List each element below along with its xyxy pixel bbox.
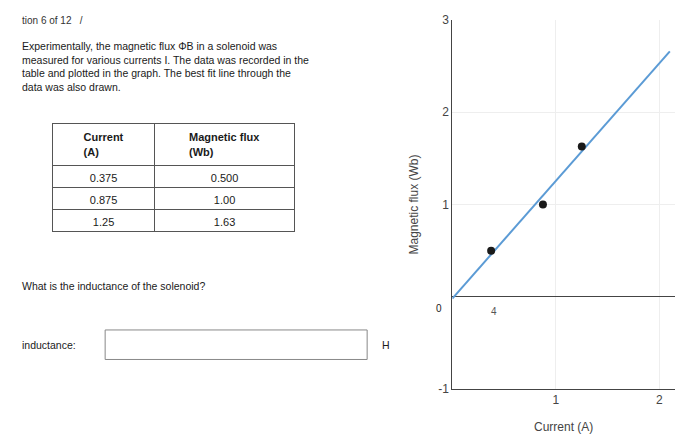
- svg-text:1.63: 1.63: [214, 216, 235, 228]
- svg-text:Experimentally, the magnetic f: Experimentally, the magnetic flux ΦB in …: [22, 40, 309, 93]
- svg-text:2: 2: [442, 105, 449, 119]
- svg-text:-1: -1: [438, 382, 449, 396]
- svg-text:0.375: 0.375: [90, 172, 118, 184]
- svg-text:Magnetic flux (Wb): Magnetic flux (Wb): [407, 154, 421, 254]
- svg-text:2: 2: [656, 393, 663, 407]
- svg-text:Current(A): Current(A): [84, 131, 124, 157]
- svg-text:tion 6 of 12 /: tion 6 of 12 /: [22, 15, 83, 26]
- svg-text:1: 1: [553, 393, 560, 407]
- svg-text:inductance:: inductance:: [22, 339, 76, 351]
- svg-text:0: 0: [436, 303, 442, 314]
- svg-text:1: 1: [442, 198, 449, 212]
- svg-text:H: H: [382, 339, 390, 351]
- svg-text:4: 4: [491, 306, 497, 317]
- svg-text:Current (A): Current (A): [534, 420, 593, 434]
- svg-text:3: 3: [442, 13, 449, 27]
- svg-text:0.500: 0.500: [211, 172, 239, 184]
- svg-text:What is the inductance of the: What is the inductance of the solenoid?: [22, 280, 205, 292]
- svg-text:1.25: 1.25: [93, 216, 114, 228]
- svg-text:1.00: 1.00: [214, 194, 235, 206]
- svg-text:Magnetic flux(Wb): Magnetic flux(Wb): [189, 131, 260, 157]
- svg-text:0.875: 0.875: [90, 194, 118, 206]
